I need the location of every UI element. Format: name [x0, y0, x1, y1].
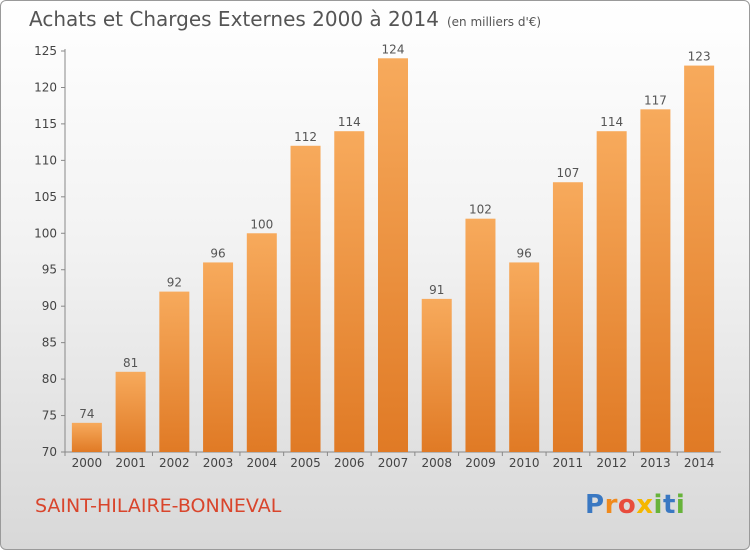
bar-value-label: 114 — [338, 115, 361, 129]
logo-letter: x — [636, 490, 654, 520]
chart-bars — [71, 58, 715, 453]
bar — [378, 58, 408, 453]
x-tick-label: 2006 — [334, 456, 365, 470]
bar-value-label: 74 — [79, 407, 94, 421]
x-tick-label: 2008 — [421, 456, 452, 470]
bar-value-label: 92 — [167, 276, 182, 290]
y-tick-label: 115 — [34, 117, 57, 131]
y-tick-label: 90 — [42, 299, 57, 313]
logo-letter: i — [675, 490, 686, 520]
y-tick-label: 125 — [34, 44, 57, 58]
city-name: SAINT-HILAIRE-BONNEVAL — [35, 495, 282, 517]
bar — [203, 262, 234, 452]
bar-value-label: 100 — [250, 217, 273, 231]
bar — [640, 109, 671, 452]
bar — [596, 131, 627, 452]
x-tick-label: 2009 — [465, 456, 496, 470]
logo-letter: i — [653, 490, 663, 520]
y-tick-label: 95 — [42, 263, 57, 277]
bar — [334, 131, 365, 452]
bar — [509, 262, 540, 452]
x-tick-label: 2003 — [203, 456, 234, 470]
y-tick-label: 70 — [42, 445, 57, 459]
bar — [115, 371, 146, 452]
bar — [552, 182, 583, 452]
y-tick-label: 105 — [34, 190, 57, 204]
y-tick-label: 110 — [34, 153, 57, 167]
x-tick-label: 2012 — [596, 456, 627, 470]
y-tick-label: 85 — [42, 336, 57, 350]
x-tick-label: 2002 — [159, 456, 190, 470]
proxiti-logo: Proxiti — [585, 490, 685, 520]
bar-value-label: 102 — [469, 203, 492, 217]
chart-data-labels: 74 81 92 96 100 112 114 124 91 102 96 107 114 117 123 — [79, 42, 710, 421]
bar — [290, 145, 321, 453]
y-tick-label: 75 — [42, 409, 57, 423]
bar — [71, 422, 102, 452]
bar — [421, 298, 452, 452]
x-tick-label: 2011 — [553, 456, 584, 470]
x-tick-label: 2000 — [72, 456, 103, 470]
logo-letter: t — [662, 490, 676, 520]
chart-subtitle: (en milliers d'€) — [446, 15, 542, 29]
y-tick-label: 100 — [34, 226, 57, 240]
bar-value-label: 117 — [644, 93, 667, 107]
bar-value-label: 107 — [556, 166, 579, 180]
x-tick-label: 2013 — [640, 456, 671, 470]
bar-value-label: 96 — [517, 246, 532, 260]
y-tick-label: 80 — [42, 372, 57, 386]
logo-letter: P — [585, 490, 605, 520]
x-tick-label: 2007 — [378, 456, 409, 470]
bar-value-label: 96 — [210, 246, 225, 260]
bar-value-label: 81 — [123, 356, 138, 370]
x-tick-label: 2004 — [247, 456, 278, 470]
x-tick-label: 2005 — [290, 456, 321, 470]
logo-letter: r — [604, 490, 618, 520]
x-tick-label: 2010 — [509, 456, 540, 470]
bar-value-label: 112 — [294, 130, 317, 144]
x-tick-label: 2014 — [684, 456, 715, 470]
bar — [159, 291, 190, 452]
bar — [465, 218, 496, 452]
bar — [684, 65, 715, 452]
y-tick-label: 120 — [34, 80, 57, 94]
chart-title: Achats et Charges Externes 2000 à 2014 (e… — [29, 7, 541, 31]
x-tick-label: 2001 — [115, 456, 146, 470]
bar-value-label: 123 — [688, 50, 711, 64]
bar — [246, 233, 277, 452]
bar-value-label: 114 — [600, 115, 623, 129]
bar-value-label: 91 — [429, 283, 444, 297]
chart-title-text: Achats et Charges Externes 2000 à 2014 — [29, 7, 439, 31]
chart-axes: 70 75 80 85 90 95 100 105 110 115 120 125 2000 2001 20… — [34, 44, 721, 470]
bar-value-label: 124 — [382, 42, 405, 56]
logo-letter: o — [617, 490, 637, 520]
